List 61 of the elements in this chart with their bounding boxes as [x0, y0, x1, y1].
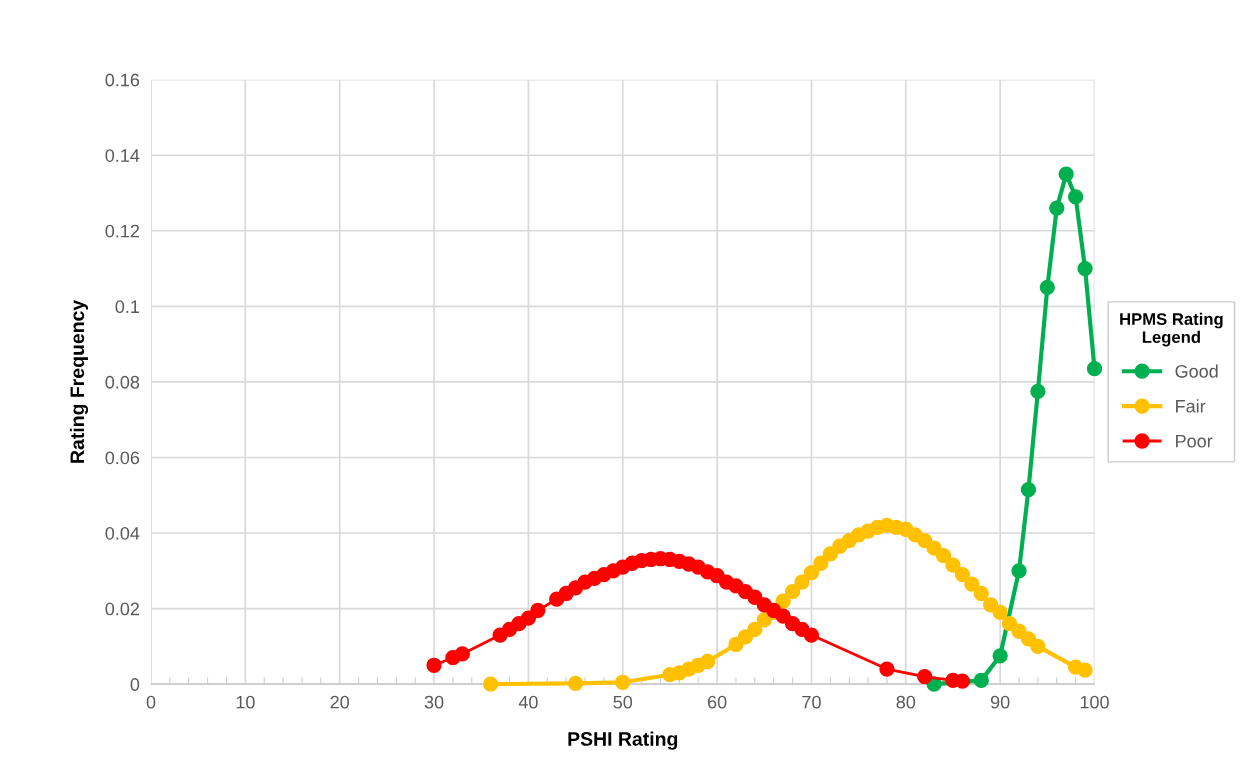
point	[567, 675, 584, 692]
y-tick-label: 0.04	[105, 526, 140, 540]
point	[1077, 260, 1093, 277]
point	[737, 629, 754, 645]
point	[803, 627, 820, 643]
point	[1086, 361, 1103, 377]
point	[973, 672, 989, 689]
y-axis-title: Rating Frequency	[69, 299, 89, 463]
point	[1067, 189, 1084, 205]
point	[483, 676, 499, 692]
point	[1039, 279, 1055, 296]
point	[813, 555, 829, 571]
x-tick-label: 70	[802, 695, 821, 709]
y-tick-label: 0.16	[105, 73, 140, 87]
y-tick-label: 0.02	[105, 602, 139, 616]
point	[784, 583, 801, 600]
point	[935, 548, 952, 564]
point	[1049, 200, 1065, 216]
point	[954, 566, 971, 583]
point	[794, 574, 810, 590]
y-tick-label: 0.1	[115, 300, 140, 314]
point	[879, 661, 895, 677]
point	[426, 657, 442, 673]
legend-label: Poor	[1176, 434, 1213, 448]
point	[917, 668, 933, 685]
legend-label: Good	[1175, 364, 1218, 378]
point	[1011, 563, 1027, 579]
point	[1030, 638, 1046, 655]
point	[700, 653, 716, 670]
point	[530, 602, 546, 619]
point	[747, 621, 763, 638]
y-tick-label: 0.14	[105, 149, 140, 162]
point	[803, 565, 820, 581]
point	[945, 557, 961, 573]
x-tick-label: 30	[424, 695, 444, 709]
point	[1077, 662, 1093, 678]
y-tick-label: 0	[130, 678, 140, 691]
x-tick-label: 60	[707, 695, 727, 709]
x-tick-label: 50	[613, 695, 633, 709]
x-tick-label: 20	[330, 695, 350, 709]
y-tick-label: 0.08	[105, 375, 140, 389]
y-tick-label: 0.12	[105, 224, 139, 238]
point	[992, 604, 1008, 621]
x-axis-title: PSHI Rating	[568, 731, 678, 750]
point	[1058, 166, 1074, 182]
point	[992, 648, 1008, 664]
x-tick-label: 100	[1080, 695, 1109, 709]
x-tick-label: 80	[896, 695, 916, 709]
y-tick-label: 0.06	[105, 451, 140, 465]
point	[1020, 481, 1037, 498]
legend-label: Fair	[1176, 399, 1206, 413]
point	[615, 674, 631, 690]
x-tick-label: 40	[518, 695, 538, 709]
x-tick-label: 90	[990, 695, 1010, 709]
point	[1030, 383, 1046, 399]
x-tick-label: 0	[146, 695, 156, 709]
x-tick-label: 10	[236, 695, 255, 709]
point	[973, 585, 989, 602]
point	[964, 576, 980, 592]
point	[454, 646, 470, 662]
legend-title: HPMS Rating Legend	[1120, 312, 1223, 347]
